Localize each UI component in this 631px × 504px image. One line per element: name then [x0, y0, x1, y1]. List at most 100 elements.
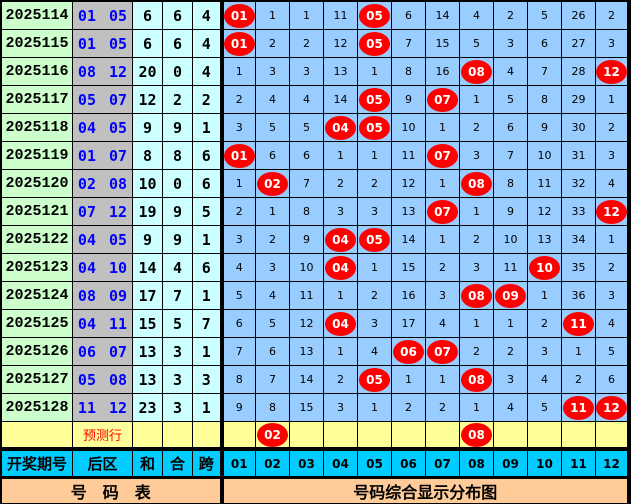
period-cell: 2025126 — [1, 337, 73, 366]
mod-cell: 7 — [162, 281, 193, 310]
footer-row: 号 码 表号码综合显示分布图 — [1, 476, 628, 504]
hit-cell: 07 — [425, 85, 460, 114]
table-row: 2025127 05 08 13 3 3 8 7 14 2 05 1 1 08 3 4 2 6 — [1, 365, 628, 394]
miss-count-cell: 1 — [459, 309, 494, 338]
miss-count-cell: 8 — [527, 85, 562, 114]
miss-count-cell: 36 — [561, 281, 596, 310]
prediction-cell — [221, 421, 256, 450]
miss-count-cell: 3 — [221, 113, 256, 142]
miss-count-cell: 1 — [425, 225, 460, 254]
miss-count-cell: 8 — [493, 169, 528, 198]
header-number: 07 — [425, 447, 460, 478]
period-cell: 2025120 — [1, 169, 73, 198]
hit-ball: 05 — [359, 87, 390, 112]
miss-count-cell: 26 — [561, 1, 596, 30]
prediction-cell — [425, 421, 460, 450]
mod-cell: 3 — [162, 337, 193, 366]
miss-count-cell: 11 — [493, 253, 528, 282]
back-number: 05 — [77, 90, 96, 109]
header-number: 12 — [595, 447, 628, 478]
miss-count-cell: 11 — [323, 1, 358, 30]
period-cell: 2025128 — [1, 393, 73, 422]
miss-count-cell: 27 — [561, 29, 596, 58]
table-row: 2025124 08 09 17 7 1 5 4 11 1 2 16 3 08 09 1 36 3 — [1, 281, 628, 310]
miss-count-cell: 3 — [595, 29, 628, 58]
miss-count-cell: 9 — [493, 197, 528, 226]
span-cell: 4 — [192, 29, 224, 58]
span-cell: 1 — [192, 337, 224, 366]
header-back: 后区 — [72, 447, 133, 478]
miss-count-cell: 2 — [527, 309, 562, 338]
back-numbers-cell: 11 12 — [72, 393, 133, 422]
prediction-cell — [527, 421, 562, 450]
mod-cell: 9 — [162, 113, 193, 142]
header-number: 05 — [357, 447, 392, 478]
back-number: 01 — [77, 146, 96, 165]
miss-count-cell: 3 — [357, 197, 392, 226]
miss-count-cell: 1 — [357, 57, 392, 86]
miss-count-cell: 3 — [527, 337, 562, 366]
span-cell: 2 — [192, 85, 224, 114]
period-cell: 2025118 — [1, 113, 73, 142]
miss-count-cell: 5 — [493, 85, 528, 114]
empty-cell — [1, 421, 73, 450]
back-number: 12 — [109, 62, 128, 81]
miss-count-cell: 9 — [391, 85, 426, 114]
miss-count-cell: 15 — [391, 253, 426, 282]
hit-cell: 12 — [595, 393, 628, 422]
hit-ball: 05 — [359, 227, 390, 252]
hit-cell: 01 — [221, 141, 256, 170]
miss-count-cell: 13 — [391, 197, 426, 226]
miss-count-cell: 33 — [561, 197, 596, 226]
hit-ball: 09 — [495, 283, 526, 308]
miss-count-cell: 8 — [255, 393, 290, 422]
sum-cell: 9 — [132, 113, 163, 142]
miss-count-cell: 31 — [561, 141, 596, 170]
back-numbers-cell: 04 11 — [72, 309, 133, 338]
miss-count-cell: 11 — [289, 281, 324, 310]
mod-cell: 5 — [162, 309, 193, 338]
mod-cell: 4 — [162, 253, 193, 282]
sum-cell: 6 — [132, 29, 163, 58]
hit-cell: 06 — [391, 337, 426, 366]
miss-count-cell: 1 — [289, 1, 324, 30]
header-number: 10 — [527, 447, 562, 478]
hit-ball: 05 — [359, 115, 390, 140]
miss-count-cell: 5 — [255, 113, 290, 142]
miss-count-cell: 11 — [527, 169, 562, 198]
miss-count-cell: 16 — [391, 281, 426, 310]
table-row: 2025115 01 05 6 6 4 01 2 2 12 05 7 15 5 3 6 27 3 — [1, 29, 628, 58]
hit-cell: 08 — [459, 365, 494, 394]
sum-cell: 13 — [132, 365, 163, 394]
period-cell: 2025119 — [1, 141, 73, 170]
miss-count-cell: 2 — [357, 169, 392, 198]
back-numbers-cell: 04 05 — [72, 113, 133, 142]
miss-count-cell: 10 — [493, 225, 528, 254]
miss-count-cell: 4 — [595, 309, 628, 338]
hit-cell: 09 — [493, 281, 528, 310]
back-number: 05 — [109, 118, 128, 137]
miss-count-cell: 2 — [595, 1, 628, 30]
back-numbers-cell: 01 05 — [72, 1, 133, 30]
back-number: 04 — [77, 230, 96, 249]
miss-count-cell: 3 — [493, 365, 528, 394]
miss-count-cell: 12 — [323, 29, 358, 58]
back-number: 06 — [77, 342, 96, 361]
miss-count-cell: 1 — [425, 169, 460, 198]
period-cell: 2025116 — [1, 57, 73, 86]
empty-cell — [192, 421, 224, 450]
miss-count-cell: 8 — [289, 197, 324, 226]
span-cell: 6 — [192, 253, 224, 282]
mod-cell: 3 — [162, 365, 193, 394]
span-cell: 3 — [192, 365, 224, 394]
miss-count-cell: 35 — [561, 253, 596, 282]
column-header-row: 开奖期号 后区和合跨 01 02 03 04 05 06 07 08 09 10 11 12 — [1, 447, 628, 478]
miss-count-cell: 6 — [527, 29, 562, 58]
miss-count-cell: 14 — [425, 1, 460, 30]
miss-count-cell: 32 — [561, 169, 596, 198]
miss-count-cell: 2 — [425, 253, 460, 282]
back-numbers-cell: 05 08 — [72, 365, 133, 394]
mod-cell: 3 — [162, 393, 193, 422]
